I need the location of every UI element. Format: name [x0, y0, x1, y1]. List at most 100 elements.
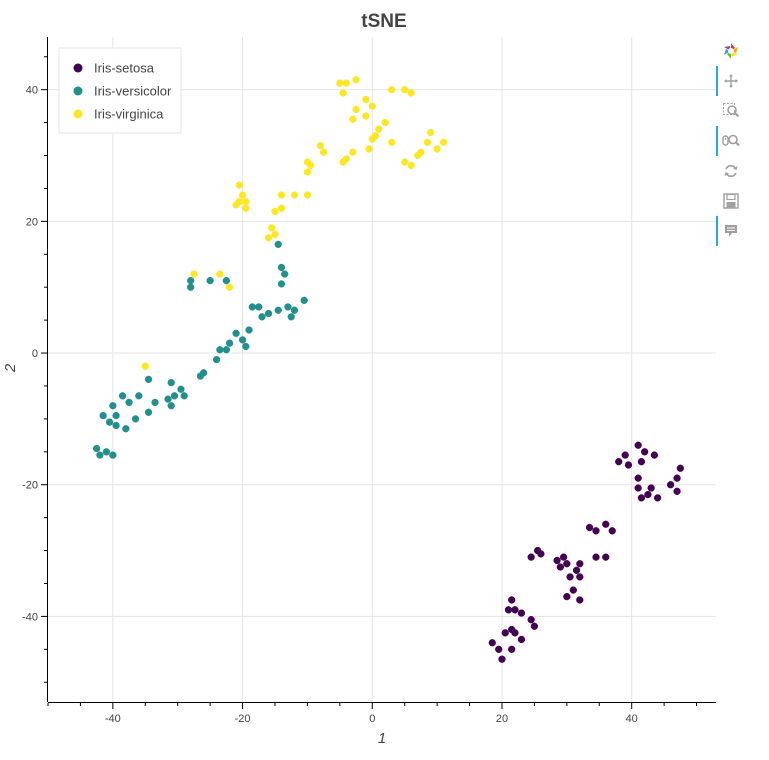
data-point: [414, 151, 422, 160]
data-point: [99, 411, 107, 420]
data-point: [248, 303, 256, 311]
toolbar: [716, 36, 746, 246]
data-point: [644, 490, 652, 499]
x-axis-label: 1: [378, 730, 386, 747]
data-point: [368, 135, 376, 143]
data-point: [375, 125, 383, 133]
y-tick-label: 40: [26, 85, 38, 97]
data-point: [225, 283, 234, 291]
data-point: [245, 326, 253, 334]
data-point: [167, 402, 175, 410]
hover-tool-button[interactable]: [716, 216, 746, 246]
pan-tool-button[interactable]: [716, 66, 746, 96]
data-point: [125, 398, 133, 407]
data-point: [105, 418, 114, 426]
data-point: [274, 240, 282, 249]
legend: Iris-setosa Iris-versicolor Iris-virginica: [58, 47, 182, 134]
data-point: [563, 560, 571, 568]
data-point: [585, 523, 594, 532]
grid: [48, 37, 716, 702]
save-icon: [723, 193, 739, 209]
data-point: [592, 527, 600, 535]
legend-label: Iris-versicolor: [94, 84, 172, 99]
data-point: [180, 392, 188, 400]
data-point: [232, 329, 240, 337]
x-tick-label: -20: [235, 713, 251, 725]
data-point: [572, 566, 581, 574]
data-point: [527, 616, 535, 624]
data-point: [264, 234, 273, 242]
data-point: [576, 573, 584, 581]
data-point: [407, 89, 415, 97]
data-point: [222, 276, 230, 285]
data-point: [216, 346, 224, 354]
plot-area[interactable]: [48, 37, 716, 702]
data-point: [242, 342, 250, 351]
data-point: [388, 86, 396, 94]
data-point: [242, 197, 250, 206]
data-point: [274, 306, 282, 314]
data-points: [92, 76, 684, 663]
data-point: [563, 593, 571, 601]
data-point: [238, 336, 247, 344]
data-point: [576, 596, 584, 604]
reset-tool-button[interactable]: [716, 156, 746, 186]
reset-icon: [724, 165, 738, 177]
axes: [47, 37, 716, 703]
data-point: [131, 415, 140, 423]
y-tick-label: 0: [32, 348, 38, 360]
data-point: [258, 313, 266, 321]
data-point: [300, 296, 308, 305]
bokeh-logo-icon[interactable]: [716, 36, 746, 66]
data-point: [537, 550, 545, 558]
data-point: [187, 276, 195, 285]
data-point: [495, 645, 503, 653]
data-point: [109, 451, 117, 459]
legend-label: Iris-virginica: [94, 107, 164, 122]
x-ticks: -40 -20 0 20 40: [47, 703, 698, 725]
data-point: [255, 303, 263, 311]
data-point: [608, 527, 616, 535]
data-point: [362, 95, 370, 104]
data-point: [426, 128, 435, 137]
data-point: [164, 395, 172, 403]
save-tool-button[interactable]: [716, 186, 746, 216]
data-point: [339, 89, 347, 97]
data-point: [122, 425, 130, 433]
data-point: [637, 494, 646, 502]
data-point: [349, 115, 357, 123]
data-point: [508, 596, 516, 604]
data-point: [216, 270, 224, 278]
data-point: [401, 86, 409, 94]
box-zoom-icon: [723, 103, 740, 118]
y-ticks: -40 -20 0 20 40: [22, 56, 47, 683]
data-point: [647, 484, 655, 492]
x-tick-label: 20: [496, 713, 508, 725]
wheel-zoom-tool-button[interactable]: [716, 126, 746, 156]
wheel-zoom-icon: [722, 134, 740, 147]
data-point: [222, 346, 230, 354]
legend-marker: [73, 86, 83, 96]
hover-icon: [725, 225, 737, 237]
data-point: [504, 606, 513, 614]
data-point: [277, 280, 286, 288]
box-zoom-tool-button[interactable]: [716, 96, 746, 126]
data-point: [556, 563, 564, 571]
data-point: [303, 168, 312, 176]
data-point: [352, 76, 360, 84]
data-point: [653, 494, 662, 502]
data-point: [112, 411, 120, 420]
data-point: [634, 474, 642, 482]
data-point: [439, 138, 448, 146]
data-point: [141, 362, 149, 370]
data-point: [96, 451, 104, 459]
data-point: [569, 586, 577, 594]
data-point: [144, 408, 153, 416]
data-point: [673, 487, 681, 495]
data-point: [634, 484, 642, 492]
data-point: [290, 306, 299, 314]
pan-icon: [724, 74, 738, 88]
data-point: [576, 560, 584, 568]
data-point: [271, 207, 279, 216]
data-point: [498, 655, 506, 663]
